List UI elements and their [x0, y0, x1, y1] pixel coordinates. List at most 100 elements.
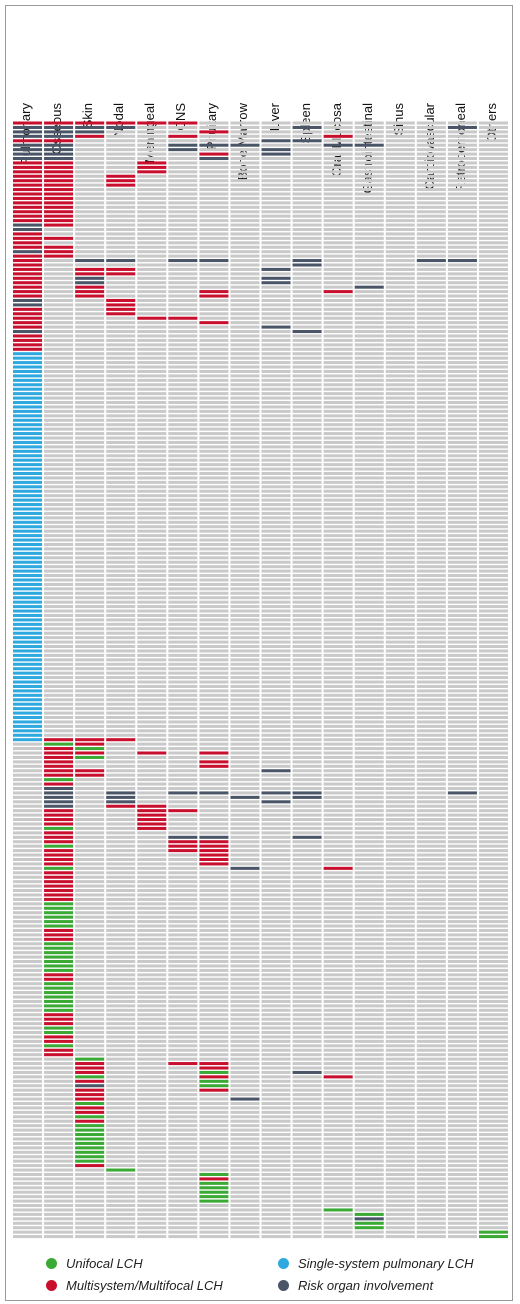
- empty-cell: [230, 232, 260, 236]
- empty-cell: [230, 298, 260, 302]
- multisystem-cell: [13, 205, 43, 209]
- empty-cell: [447, 414, 477, 418]
- multisystem-cell: [75, 1106, 105, 1110]
- empty-cell: [261, 1017, 291, 1021]
- empty-cell: [292, 1062, 322, 1066]
- empty-cell: [261, 316, 291, 320]
- multisystem-cell: [44, 1048, 74, 1052]
- multisystem-cell: [44, 254, 74, 258]
- empty-cell: [416, 480, 446, 484]
- empty-cell: [292, 534, 322, 538]
- empty-cell: [199, 223, 229, 227]
- empty-cell: [354, 613, 384, 617]
- empty-cell: [75, 1221, 105, 1225]
- empty-cell: [106, 1075, 136, 1079]
- empty-cell: [137, 1128, 167, 1132]
- empty-cell: [137, 560, 167, 564]
- empty-cell: [447, 924, 477, 928]
- empty-cell: [292, 649, 322, 653]
- empty-cell: [385, 427, 415, 431]
- empty-cell: [261, 1044, 291, 1048]
- empty-cell: [106, 1013, 136, 1017]
- empty-cell: [447, 968, 477, 972]
- empty-cell: [199, 1137, 229, 1141]
- empty-cell: [168, 658, 198, 662]
- multisystem-cell: [137, 818, 167, 822]
- empty-cell: [323, 405, 353, 409]
- empty-cell: [44, 600, 74, 604]
- empty-cell: [354, 1106, 384, 1110]
- empty-cell: [137, 525, 167, 529]
- column-header-skin: Skin: [74, 8, 104, 128]
- empty-cell: [230, 840, 260, 844]
- empty-cell: [447, 587, 477, 591]
- empty-cell: [416, 600, 446, 604]
- empty-cell: [44, 698, 74, 702]
- empty-cell: [292, 130, 322, 134]
- empty-cell: [416, 955, 446, 959]
- empty-cell: [199, 396, 229, 400]
- empty-cell: [106, 933, 136, 937]
- empty-cell: [416, 906, 446, 910]
- risk-organ-cell: [261, 281, 291, 285]
- empty-cell: [292, 334, 322, 338]
- empty-cell: [447, 645, 477, 649]
- empty-cell: [106, 361, 136, 365]
- empty-cell: [199, 565, 229, 569]
- empty-cell: [416, 321, 446, 325]
- empty-cell: [354, 1035, 384, 1039]
- empty-cell: [292, 613, 322, 617]
- multisystem-swatch: [46, 1280, 57, 1291]
- empty-cell: [416, 161, 446, 165]
- empty-cell: [75, 507, 105, 511]
- empty-cell: [137, 250, 167, 254]
- empty-cell: [106, 942, 136, 946]
- empty-cell: [106, 1212, 136, 1216]
- empty-cell: [354, 334, 384, 338]
- empty-cell: [447, 733, 477, 737]
- empty-cell: [354, 738, 384, 742]
- empty-cell: [261, 1230, 291, 1234]
- empty-cell: [354, 538, 384, 542]
- empty-cell: [416, 782, 446, 786]
- empty-cell: [168, 1195, 198, 1199]
- empty-cell: [75, 618, 105, 622]
- empty-cell: [478, 751, 508, 755]
- empty-cell: [199, 724, 229, 728]
- empty-cell: [261, 880, 291, 884]
- empty-cell: [354, 906, 384, 910]
- empty-cell: [354, 272, 384, 276]
- empty-cell: [199, 1093, 229, 1097]
- empty-cell: [385, 871, 415, 875]
- empty-cell: [137, 547, 167, 551]
- empty-cell: [416, 378, 446, 382]
- empty-cell: [230, 813, 260, 817]
- empty-cell: [199, 920, 229, 924]
- empty-cell: [106, 1146, 136, 1150]
- empty-cell: [106, 152, 136, 156]
- empty-cell: [44, 267, 74, 271]
- empty-cell: [199, 201, 229, 205]
- empty-cell: [137, 312, 167, 316]
- empty-cell: [416, 951, 446, 955]
- empty-cell: [292, 307, 322, 311]
- empty-cell: [13, 1199, 43, 1203]
- empty-cell: [447, 192, 477, 196]
- multisystem-cell: [137, 822, 167, 826]
- multisystem-cell: [75, 1110, 105, 1114]
- empty-cell: [13, 933, 43, 937]
- multisystem-cell: [44, 818, 74, 822]
- empty-cell: [230, 276, 260, 280]
- empty-cell: [292, 782, 322, 786]
- empty-cell: [106, 782, 136, 786]
- multisystem-cell: [106, 179, 136, 183]
- empty-cell: [13, 782, 43, 786]
- empty-cell: [199, 1159, 229, 1163]
- empty-cell: [168, 964, 198, 968]
- empty-cell: [354, 937, 384, 941]
- empty-cell: [354, 591, 384, 595]
- empty-cell: [292, 1168, 322, 1172]
- empty-cell: [323, 804, 353, 808]
- empty-cell: [478, 671, 508, 675]
- empty-cell: [354, 525, 384, 529]
